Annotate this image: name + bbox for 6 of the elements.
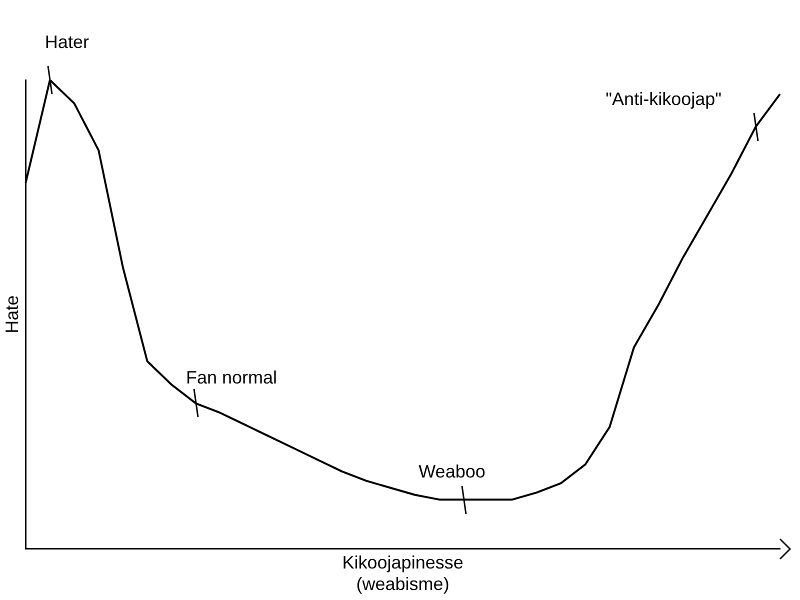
- annotation: Weaboo: [418, 462, 486, 482]
- x-axis-title: Kikoojapinesse (weabisme): [342, 552, 464, 594]
- annotation: Fan normal: [186, 367, 277, 388]
- annotation: "Anti-kikoojap": [606, 88, 722, 109]
- text: Hater: [44, 32, 89, 52]
- y-axis-title: Hate: [2, 295, 22, 334]
